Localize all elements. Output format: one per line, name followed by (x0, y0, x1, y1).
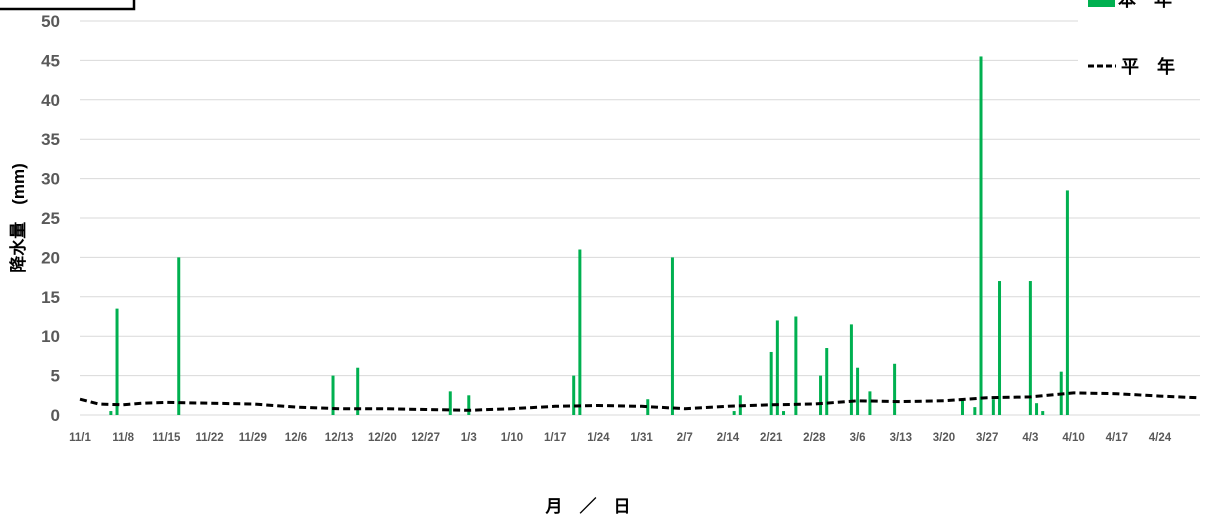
y-tick-label: 5 (51, 367, 60, 386)
x-tick-label: 4/24 (1149, 432, 1172, 444)
x-tick-label: 12/13 (325, 432, 354, 444)
x-tick-label: 1/31 (630, 432, 653, 444)
bar (1041, 411, 1045, 415)
legend-item-this-year: 本 年 (1088, 0, 1172, 10)
bar (775, 320, 779, 415)
x-tick-label: 11/15 (152, 432, 181, 444)
y-tick-label: 40 (41, 91, 60, 110)
legend-label-this-year: 本 年 (1118, 0, 1172, 10)
bar (825, 348, 829, 415)
bar (109, 411, 113, 415)
x-tick-label: 2/14 (717, 432, 740, 444)
x-tick-label: 2/21 (760, 432, 783, 444)
bar (448, 391, 452, 415)
x-tick-label: 1/3 (461, 432, 477, 444)
bar (794, 316, 798, 415)
x-tick-label: 3/27 (976, 432, 998, 444)
x-axis-title: 月 ／ 日 (545, 496, 631, 516)
bar (177, 257, 181, 415)
bar (782, 411, 786, 415)
bar (769, 351, 773, 415)
y-tick-label: 35 (41, 130, 60, 149)
bar (868, 391, 872, 415)
y-tick-label: 0 (51, 406, 60, 425)
bar (973, 407, 977, 415)
y-tick-label: 25 (41, 209, 60, 228)
bar (991, 399, 995, 415)
x-tick-label: 11/22 (196, 432, 224, 444)
bar (331, 375, 335, 415)
y-tick-label: 10 (41, 327, 60, 346)
y-axis-title: 降水量 (mm) (8, 163, 28, 273)
x-tick-label: 4/3 (1022, 432, 1038, 444)
bar (732, 411, 736, 415)
legend-label-normal-year: 平 年 (1121, 56, 1175, 77)
bar (960, 399, 964, 415)
x-tick-label: 2/28 (803, 432, 826, 444)
x-tick-label: 11/1 (69, 432, 91, 444)
title-box-edge (0, 0, 136, 11)
x-tick-label: 4/17 (1106, 432, 1128, 444)
bar (467, 395, 471, 415)
x-tick-label: 1/10 (501, 432, 523, 444)
x-tick-label: 11/29 (239, 432, 267, 444)
legend-swatch-green (1088, 0, 1115, 7)
y-tick-label: 20 (41, 248, 60, 267)
y-tick-label: 30 (41, 170, 60, 189)
bar (572, 375, 576, 415)
y-tick-label: 15 (41, 288, 60, 307)
bar (1028, 281, 1032, 415)
x-tick-label: 12/6 (285, 432, 307, 444)
y-tick-label: 50 (41, 12, 60, 31)
x-tick-label: 2/7 (677, 432, 693, 444)
x-tick-label: 1/17 (544, 432, 566, 444)
bar (856, 367, 860, 415)
x-tick-label: 4/10 (1062, 432, 1084, 444)
bar-series-this-year (109, 56, 1069, 416)
bar (356, 367, 360, 415)
y-tick-label: 45 (41, 51, 60, 70)
bar (998, 281, 1002, 415)
x-tick-label: 12/27 (411, 432, 440, 444)
bar (1035, 403, 1039, 415)
bar (849, 324, 853, 415)
x-axis-tick-labels: 11/1 11/8 11/15 11/22 11/29 12/6 12/13 12/20 12/… (69, 432, 1172, 444)
bar (819, 375, 823, 415)
bar (115, 308, 119, 415)
x-tick-label: 3/13 (890, 432, 912, 444)
line-series-normal-year (79, 391, 1198, 412)
bar (578, 249, 582, 415)
x-tick-label: 3/6 (850, 432, 866, 444)
bar (646, 399, 650, 415)
normal-year-line (79, 391, 1198, 412)
y-axis-tick-labels: 0 5 10 15 20 25 30 35 40 45 50 (41, 12, 60, 425)
bar (1065, 190, 1069, 415)
x-tick-label: 12/20 (368, 432, 397, 444)
x-tick-label: 1/24 (587, 432, 610, 444)
bar (979, 56, 983, 416)
x-tick-label: 11/8 (112, 432, 134, 444)
x-tick-label: 3/20 (933, 432, 955, 444)
bar (893, 363, 897, 415)
legend-item-normal-year: 平 年 (1088, 56, 1175, 77)
bar (670, 257, 674, 415)
gridlines (80, 20, 1200, 416)
legend: 本 年 平 年 (1088, 0, 1175, 77)
legend-background (1078, 0, 1213, 86)
